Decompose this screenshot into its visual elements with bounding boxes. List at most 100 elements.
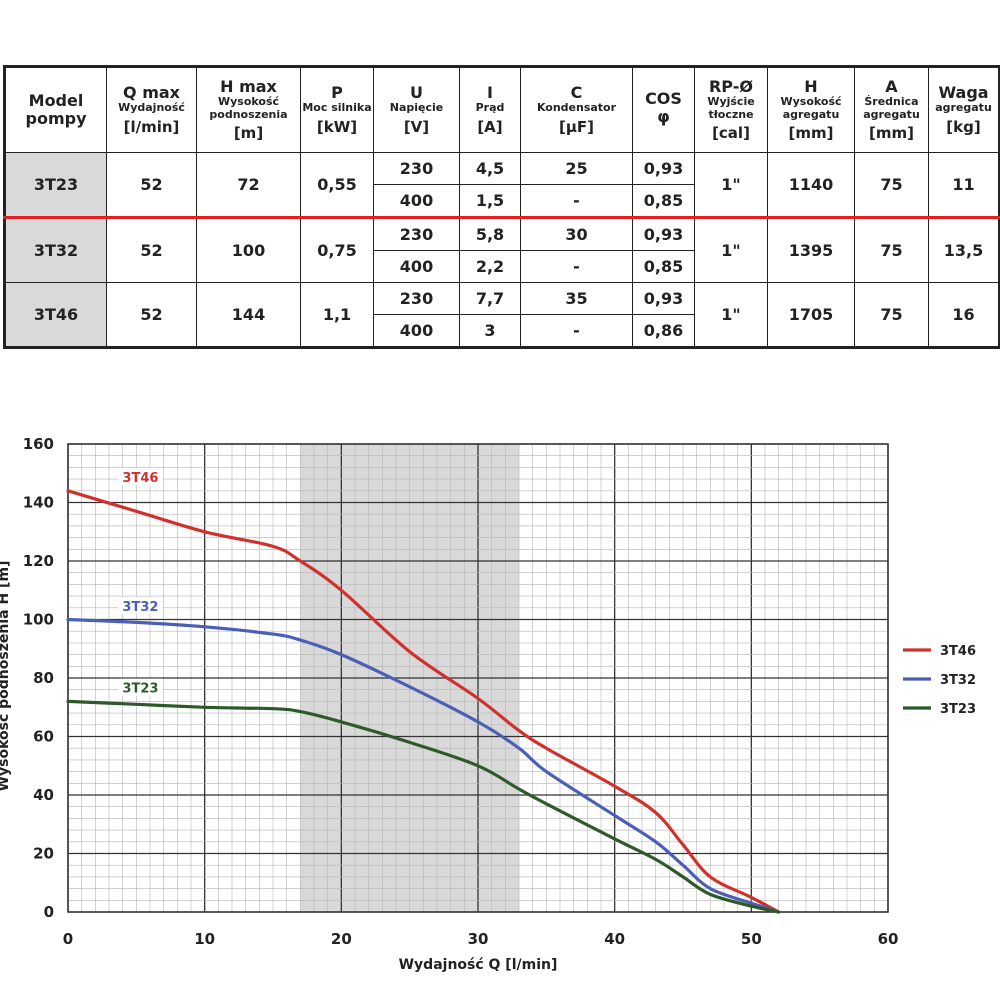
outlet-cell: 1" (694, 152, 768, 218)
current-cell: 4,5 (459, 152, 521, 185)
header-sym: COS (645, 88, 682, 108)
header-desc: Wydajność (118, 101, 185, 115)
y-tick-label: 160 (23, 435, 54, 453)
table-row: 400 2,2 - 0,85 (5, 250, 1000, 283)
cos-cell: 0,86 (632, 314, 695, 348)
capacitor-cell: - (520, 250, 633, 283)
model-cell: 3T23 (4, 152, 107, 218)
x-tick-label: 60 (878, 930, 899, 948)
header-sym: H (804, 76, 818, 96)
cos-cell: 0,85 (632, 184, 695, 218)
qmax-cell: 52 (106, 152, 197, 218)
header-unit: [µF] (559, 117, 594, 136)
header-unit: [m] (233, 124, 264, 143)
cos-cell: 0,93 (632, 216, 695, 251)
header-desc: Wysokość podnoszenia (209, 94, 288, 121)
header-unit: [kW] (316, 117, 358, 136)
qmax-cell: 52 (106, 216, 197, 283)
grid-layer (67, 443, 889, 913)
qmax-cell: 52 (106, 282, 197, 348)
header-power: P Moc silnika [kW] (300, 66, 374, 153)
header-sym: U (410, 82, 423, 102)
hmax-cell: 100 (196, 216, 301, 283)
height-cell: 1140 (767, 152, 855, 218)
power-cell: 1,1 (300, 282, 374, 348)
legend-label: 3T23 (940, 702, 976, 717)
y-tick-label: 0 (44, 903, 54, 921)
table-row: 3T46 52 144 1,1 230 7,7 35 0,93 1" 1705 … (4, 282, 1000, 348)
header-sym: Q max (123, 82, 180, 102)
voltage-cell: 400 (373, 250, 460, 283)
capacitor-cell: 30 (520, 216, 633, 251)
y-tick-label: 140 (23, 494, 54, 512)
series-line-3t32 (66, 617, 781, 914)
header-unit: [mm] (869, 124, 914, 143)
series-label-bg (118, 678, 163, 696)
x-tick-label: 50 (741, 930, 762, 948)
cos-cell: 0,93 (632, 282, 695, 315)
header-current: I Prąd [A] (459, 66, 521, 153)
current-cell: 7,7 (459, 282, 521, 315)
header-desc: Moc silnika (302, 101, 372, 115)
y-tick-label: 100 (23, 611, 54, 629)
header-unit: [l/min] (123, 117, 180, 136)
table-row: 3T23 52 72 0,55 230 4,5 25 0,93 1" 1140 … (4, 152, 1000, 218)
legend-label: 3T32 (940, 673, 976, 688)
plot-frame (67, 443, 889, 913)
header-cos-phi: COS φ (632, 66, 695, 153)
header-unit: [V] (403, 117, 430, 136)
series-layer: 3T46 3T32 3T23 (66, 468, 781, 914)
x-tick-label: 10 (194, 930, 215, 948)
x-axis-title: Wydajność Q [l/min] (399, 957, 558, 973)
y-tick-label: 80 (33, 669, 54, 687)
current-cell: 1,5 (459, 184, 521, 218)
x-tick-label: 20 (331, 930, 352, 948)
header-sym: H max (220, 76, 277, 96)
header-desc: Wyjście tłoczne (707, 94, 755, 121)
current-cell: 5,8 (459, 216, 521, 251)
header-model-label: Model pompy (25, 90, 87, 128)
header-sym: P (331, 82, 343, 102)
series-label: 3T23 (122, 682, 158, 697)
header-desc: agregatu (935, 101, 992, 115)
capacitor-cell: 25 (520, 152, 633, 185)
voltage-cell: 400 (373, 314, 460, 348)
series-label-bg (118, 468, 163, 486)
cos-cell: 0,85 (632, 250, 695, 283)
voltage-cell: 400 (373, 184, 460, 218)
series-label: 3T32 (122, 600, 158, 615)
header-sym: A (885, 76, 898, 96)
header-diameter: A Średnica agregatu [mm] (854, 66, 929, 153)
header-capacitor: C Kondensator [µF] (520, 66, 633, 153)
header-desc: Kondensator (536, 101, 617, 115)
y-axis-title: Wysokość podnoszenia H [m] (0, 561, 12, 792)
voltage-cell: 230 (373, 152, 460, 185)
header-model: Model pompy (4, 66, 107, 153)
y-tick-label: 120 (23, 552, 54, 570)
series-label-bg (118, 596, 163, 614)
header-voltage: U Napięcie [V] (373, 66, 460, 153)
weight-cell: 11 (928, 152, 1000, 218)
header-unit: [cal] (712, 124, 750, 143)
table-header-row: Model pompy Q max Wydajność [l/min] H ma… (4, 66, 1000, 153)
model-cell: 3T46 (4, 282, 107, 348)
diameter-cell: 75 (854, 216, 929, 283)
height-cell: 1395 (767, 216, 855, 283)
series-label: 3T46 (122, 471, 158, 486)
diameter-cell: 75 (854, 152, 929, 218)
model-cell: 3T32 (4, 216, 107, 283)
series-line-3t23 (66, 699, 781, 914)
header-sym: Waga (938, 82, 989, 102)
header-desc: φ (657, 107, 670, 126)
table-row: 3T32 52 100 0,75 230 5,8 30 0,93 1" 1395… (4, 216, 1000, 283)
outlet-cell: 1" (694, 216, 768, 283)
current-cell: 3 (459, 314, 521, 348)
y-tick-label: 60 (33, 728, 54, 746)
weight-cell: 16 (928, 282, 1000, 348)
table-row: 400 1,5 - 0,85 (5, 184, 1000, 218)
height-cell: 1705 (767, 282, 855, 348)
capacitor-cell: - (520, 314, 633, 348)
header-desc: Wysokość agregatu (780, 94, 842, 121)
outlet-cell: 1" (694, 282, 768, 348)
voltage-cell: 230 (373, 216, 460, 251)
